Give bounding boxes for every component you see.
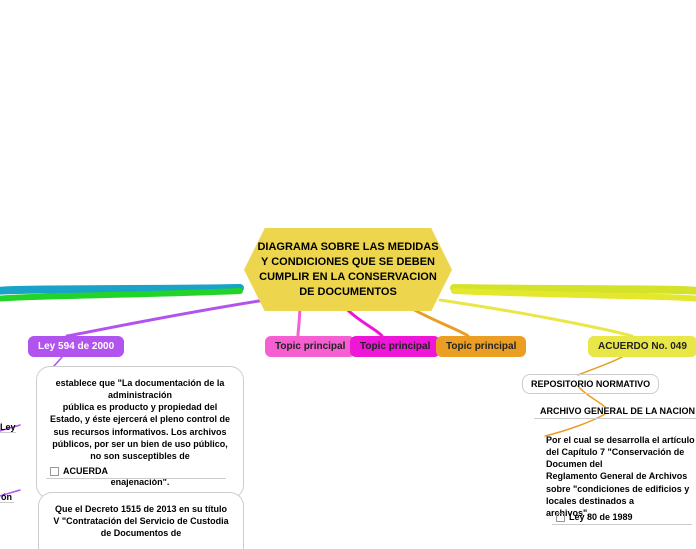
branch-acuerdo[interactable]: ACUERDO No. 049 xyxy=(588,336,696,357)
ley80-label: Ley 80 de 1989 xyxy=(569,512,633,522)
acuerda-item[interactable]: ACUERDA xyxy=(46,464,226,479)
branch-topic2[interactable]: Topic principal xyxy=(350,336,440,357)
branch-topic1[interactable]: Topic principal xyxy=(265,336,355,357)
branch-topic3[interactable]: Topic principal xyxy=(436,336,526,357)
por-el-cual-text: Por el cual se desarrolla el artículo de… xyxy=(542,432,696,521)
left-crop-ley: Ley xyxy=(0,422,16,433)
checkbox-icon[interactable] xyxy=(50,467,59,476)
decreto-body: Que el Decreto 1515 de 2013 en su título… xyxy=(51,503,231,539)
branch-ley594[interactable]: Ley 594 de 2000 xyxy=(28,336,124,357)
decreto-box: Que el Decreto 1515 de 2013 en su título… xyxy=(38,492,244,549)
ley594-detail-box: establece que "La documentación de la ad… xyxy=(36,366,244,499)
checkbox-icon[interactable] xyxy=(556,513,565,522)
archivo-general[interactable]: ARCHIVO GENERAL DE LA NACION xyxy=(534,404,696,419)
acuerda-label: ACUERDA xyxy=(63,466,108,476)
ley594-detail-body: establece que "La documentación de la ad… xyxy=(49,377,231,462)
left-crop-on: ón xyxy=(0,492,14,503)
repo-normativo[interactable]: REPOSITORIO NORMATIVO xyxy=(522,374,659,394)
ley80-item[interactable]: Ley 80 de 1989 xyxy=(552,510,692,525)
central-topic[interactable]: DIAGRAMA SOBRE LAS MEDIDAS Y CONDICIONES… xyxy=(244,228,452,311)
